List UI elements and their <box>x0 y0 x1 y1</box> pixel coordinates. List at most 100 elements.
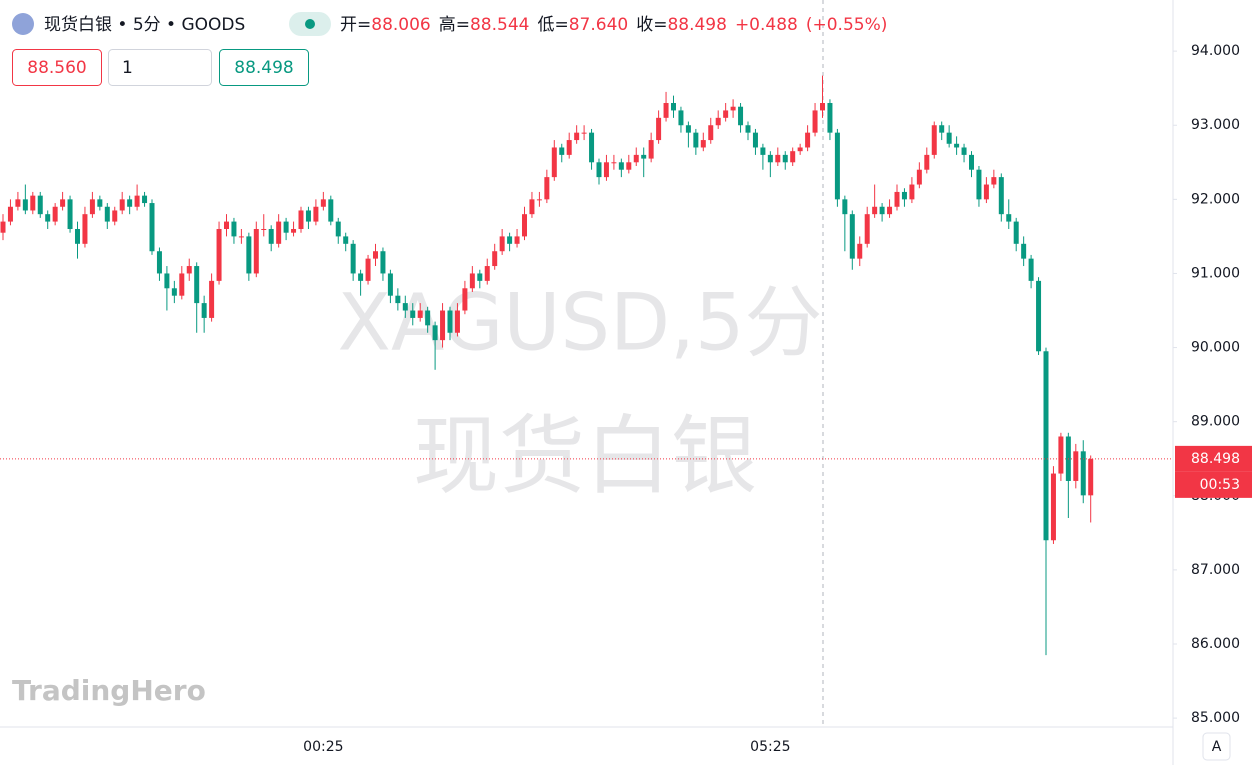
candle-body <box>834 132 840 200</box>
candle-body <box>454 310 460 333</box>
candle-body <box>760 147 766 155</box>
candle-body <box>402 303 408 311</box>
last-price-label: 88.498 <box>1191 451 1240 467</box>
candle-body <box>499 236 505 252</box>
candle-body <box>1073 451 1079 481</box>
candle-body <box>335 221 341 237</box>
x-tick-label: 05:25 <box>750 739 790 755</box>
symbol-icon <box>12 13 34 35</box>
candle-body <box>268 228 274 244</box>
y-tick-label: 93.000 <box>1191 117 1240 133</box>
low-label: 低= <box>537 15 568 35</box>
candle-body <box>797 147 803 152</box>
candle-body <box>373 251 378 259</box>
candle-body <box>946 132 952 144</box>
candle-body <box>276 221 282 244</box>
candle-body <box>1013 221 1019 244</box>
candle-body <box>894 191 900 207</box>
candle-body <box>1058 436 1064 474</box>
candle-body <box>633 154 639 163</box>
candle-body <box>812 110 818 133</box>
candle-body <box>60 199 66 207</box>
candle-body <box>440 310 446 341</box>
candle-body <box>1036 280 1042 352</box>
candle-body <box>37 195 43 215</box>
candle-body <box>827 103 833 133</box>
y-tick-label: 89.000 <box>1191 414 1240 430</box>
candle-body <box>365 258 371 281</box>
candle-body <box>648 140 654 159</box>
auto-scale-button[interactable] <box>1202 732 1231 761</box>
candle-body <box>89 199 95 215</box>
quantity-value: 1 <box>122 58 133 78</box>
candle-body <box>678 110 684 126</box>
candle-body <box>387 273 393 296</box>
candle-body <box>164 273 170 289</box>
sell-button[interactable] <box>12 49 102 86</box>
candle-body <box>209 280 215 318</box>
candle-body <box>1088 458 1094 496</box>
candle-body <box>127 199 133 207</box>
candle-body <box>872 206 878 215</box>
quantity-input[interactable] <box>108 49 212 86</box>
last-price-tag <box>1175 445 1252 472</box>
candle-body <box>775 154 781 163</box>
candle-body <box>730 106 736 111</box>
candle-body <box>1021 243 1027 259</box>
y-tick-label: 91.000 <box>1191 265 1240 281</box>
candle-body <box>186 266 192 274</box>
candle-body <box>954 143 960 148</box>
candle-body <box>924 154 930 170</box>
candle-body <box>603 162 609 178</box>
ohlc-values: 开=88.006 高=88.544 低=87.640 收=88.498 +0.488 (+… <box>340 15 887 35</box>
candle-body <box>492 251 498 267</box>
candle-body <box>901 191 907 200</box>
candle-body <box>887 206 893 215</box>
candle-body <box>663 103 669 118</box>
candle-body <box>134 195 140 207</box>
candle-body <box>358 273 364 281</box>
logo: TradingHero <box>12 674 206 707</box>
candle-body <box>238 236 244 238</box>
candle-body <box>700 140 706 148</box>
candle-body <box>320 199 326 207</box>
countdown-tag <box>1175 471 1252 498</box>
candle-body <box>75 228 80 244</box>
candle-body <box>983 184 989 200</box>
candle-body <box>1050 473 1056 541</box>
candle-body <box>805 132 811 148</box>
candle-body <box>879 206 885 215</box>
candle-body <box>477 273 483 281</box>
close-label: 收= <box>636 15 667 35</box>
candle-body <box>738 106 744 126</box>
candle-body <box>469 273 475 289</box>
candle-body <box>67 199 73 229</box>
candle-body <box>857 243 863 259</box>
candle-body <box>581 132 587 134</box>
candle-body <box>156 251 162 274</box>
open-value: 88.006 <box>371 15 430 35</box>
candle-body <box>447 310 453 333</box>
candle-body <box>149 203 155 252</box>
buy-button[interactable] <box>219 49 309 86</box>
candle-body <box>179 273 185 296</box>
symbol-title[interactable]: 现货白银 • 5分 • GOODS <box>44 15 245 35</box>
candle-body <box>767 154 773 163</box>
candle-body <box>246 236 252 274</box>
candle-body <box>291 228 297 233</box>
candle-body <box>566 140 572 155</box>
candle-body <box>432 325 438 341</box>
candle-body <box>45 214 51 222</box>
candle-body <box>723 110 729 118</box>
candle-body <box>842 199 848 215</box>
candle-body <box>261 228 267 230</box>
candle-body <box>82 214 88 244</box>
candle-body <box>782 154 788 163</box>
y-tick-label: 85.000 <box>1191 710 1240 726</box>
candle-body <box>849 214 855 259</box>
candle-body <box>313 206 319 222</box>
candle-body <box>998 177 1004 215</box>
candle-body <box>626 162 632 170</box>
candle-body <box>224 221 229 229</box>
